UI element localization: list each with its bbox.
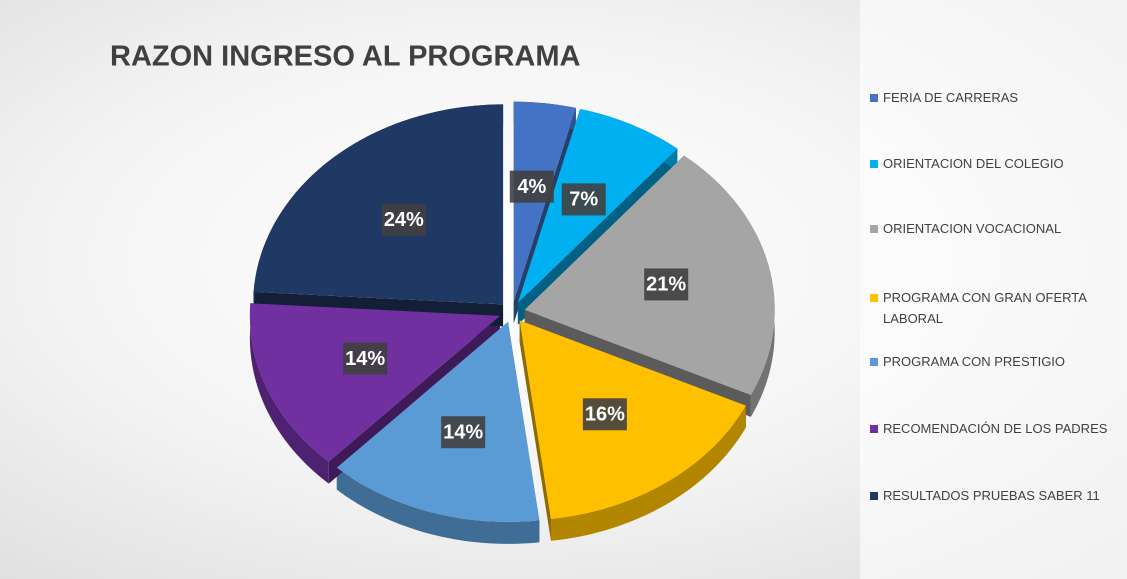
slice-rim [249,303,329,484]
legend-label: ORIENTACION DEL COLEGIO [883,156,1064,171]
legend-label: PROGRAMA CON GRAN OFERTA LABORAL [883,290,1087,326]
legend-entry: RESULTADOS PRUEBAS SABER 11 [870,485,1125,506]
legend-label: FERIA DE CARRERAS [883,90,1019,105]
data-label: 21% [646,274,686,296]
legend-entry: PROGRAMA CON GRAN OFERTA LABORAL [870,287,1125,329]
slice [253,104,504,305]
legend-swatch [870,225,878,233]
data-label-box [582,398,627,431]
pie-area: RAZON INGRESO AL PROGRAMA 4% 7% 21% 16% 14% 1… [110,41,775,544]
legend-entry: ORIENTACION DEL COLEGIO [870,153,1125,174]
slice-rim [336,467,540,544]
data-label-box [509,170,554,203]
data-label: 4% [517,176,546,198]
slices [249,101,775,522]
chart-title: RAZON INGRESO AL PROGRAMA [110,41,581,73]
data-labels: 4% 7% 21% 16% 14% 14% 24% [343,170,689,449]
legend-label: RESULTADOS PRUEBAS SABER 11 [883,488,1100,503]
slice-wall [519,320,551,541]
legend-label: RECOMENDACIÓN DE LOS PADRES [883,421,1108,436]
data-label: 14% [443,421,483,443]
legend-entry: RECOMENDACIÓN DE LOS PADRES [870,418,1125,439]
data-label: 14% [345,348,385,370]
slice [336,321,540,522]
legend-entry: ORIENTACION VOCACIONAL [870,218,1125,239]
data-label-box [561,183,606,216]
legend-swatch [870,94,878,102]
slice [519,320,746,519]
legend-entry: FERIA DE CARRERAS [870,87,1125,108]
slice [249,303,500,462]
legend-swatch [870,358,878,366]
legend-swatch [870,492,878,500]
data-label-box [644,268,689,301]
data-label: 24% [384,209,424,231]
data-label-box [381,203,426,236]
slice-rim [550,405,746,541]
data-label-box [441,416,486,449]
legend-swatch [870,160,878,168]
data-label-box [343,342,388,375]
legend-swatch [870,425,878,433]
legend: FERIA DE CARRERAS ORIENTACION DEL COLEGIO… [860,0,1127,579]
data-label: 7% [569,189,598,211]
legend-entry: PROGRAMA CON PRESTIGIO [870,351,1125,372]
data-label: 16% [585,404,625,426]
legend-swatch [870,294,878,302]
legend-label: PROGRAMA CON PRESTIGIO [883,354,1066,369]
legend-label: ORIENTACION VOCACIONAL [883,221,1062,236]
